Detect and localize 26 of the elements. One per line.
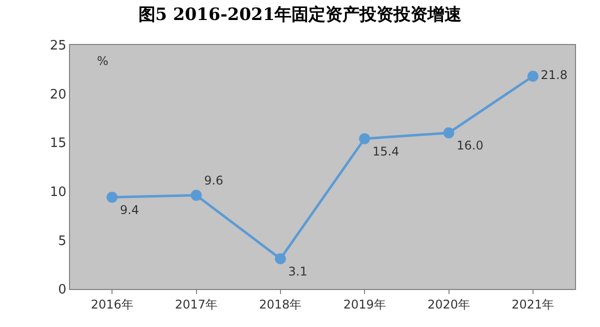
data-label: 15.4 xyxy=(372,144,400,159)
x-tick-label: 2020年 xyxy=(427,297,470,312)
point xyxy=(359,133,370,144)
x-tick-label: 2016年 xyxy=(90,297,134,312)
x-tick-label: 2018年 xyxy=(259,297,302,312)
data-label: 21.8 xyxy=(540,68,568,82)
x-tick-label: 2021年 xyxy=(512,297,554,312)
y-tick-label: 15 xyxy=(50,136,66,152)
data-label: 3.1 xyxy=(288,264,308,279)
point xyxy=(190,190,202,201)
y-tick-label: 20 xyxy=(50,87,66,102)
y-tick-label: 0 xyxy=(58,282,66,298)
data-label: 16.0 xyxy=(456,138,484,153)
chart-title: 图5 2016-2021年固定资产投资投资增速 xyxy=(138,5,462,26)
y-tick-label: 25 xyxy=(50,38,66,54)
x-tick-label: 2019年 xyxy=(343,297,386,312)
data-label: 9.6 xyxy=(204,173,224,188)
point xyxy=(443,127,454,138)
y-tick-label: 10 xyxy=(50,184,66,200)
point xyxy=(106,192,118,203)
x-tick-label: 2017年 xyxy=(174,297,218,312)
point xyxy=(274,253,286,264)
point xyxy=(527,70,538,82)
data-label: 9.4 xyxy=(120,203,140,218)
annotation: % xyxy=(97,54,108,68)
y-tick-label: 5 xyxy=(58,234,66,249)
